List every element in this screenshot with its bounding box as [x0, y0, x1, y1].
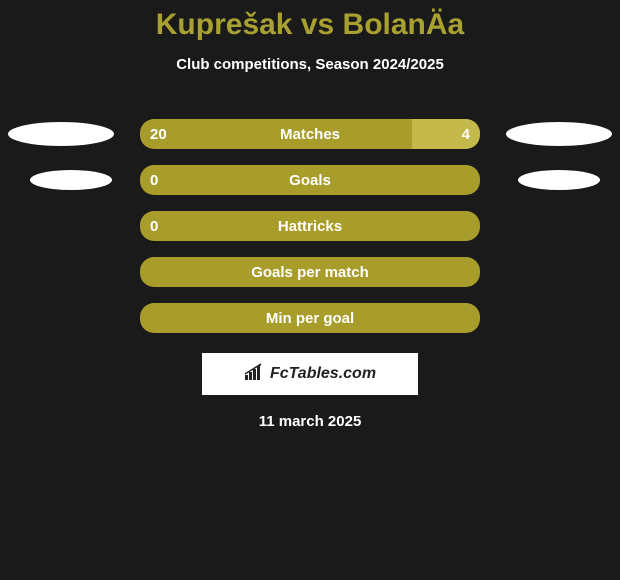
stat-bar-left [140, 257, 480, 287]
brand-inner: FcTables.com [244, 363, 376, 386]
stat-bar-left [140, 211, 480, 241]
stat-bar-right [412, 119, 480, 149]
comparison-row: Hattricks0 [0, 203, 620, 249]
stat-bar-left [140, 119, 412, 149]
comparison-row: Goals0 [0, 157, 620, 203]
brand-box: FcTables.com [202, 353, 418, 395]
comparison-row: Goals per match [0, 249, 620, 295]
comparison-row: Matches204 [0, 111, 620, 157]
bars-icon [244, 363, 266, 386]
stat-bar-left [140, 303, 480, 333]
page-title: Kuprešak vs BolanÄa [0, 8, 620, 42]
infographic-container: Kuprešak vs BolanÄa Club competitions, S… [0, 0, 620, 430]
stat-bar: Goals per match [140, 257, 480, 287]
page-subtitle: Club competitions, Season 2024/2025 [0, 56, 620, 73]
stat-bar: Min per goal [140, 303, 480, 333]
player-photo-left [8, 122, 114, 146]
player-photo-left [30, 170, 112, 190]
comparison-rows: Matches204 Goals0 Hattricks0 Goals per matc… [0, 111, 620, 341]
player-photo-right [518, 170, 600, 190]
stat-bar: Hattricks0 [140, 211, 480, 241]
stat-bar-left [140, 165, 480, 195]
stat-bar: Matches204 [140, 119, 480, 149]
date-line: 11 march 2025 [0, 413, 620, 430]
comparison-row: Min per goal [0, 295, 620, 341]
brand-text: FcTables.com [270, 365, 376, 383]
player-photo-right [506, 122, 612, 146]
stat-bar: Goals0 [140, 165, 480, 195]
